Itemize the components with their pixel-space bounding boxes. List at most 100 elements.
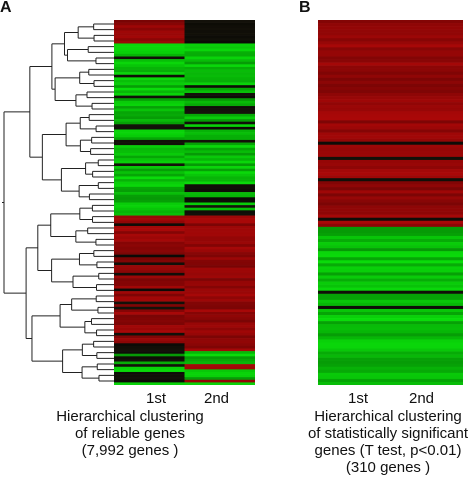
- heatmap-cell: [114, 147, 185, 151]
- heatmap-cell: [184, 210, 255, 214]
- heatmap-cell: [114, 356, 185, 360]
- heatmap-cell: [114, 212, 185, 216]
- heatmap-cell: [318, 172, 463, 176]
- heatmap-cell: [114, 87, 185, 91]
- heatmap-cell: [114, 330, 185, 334]
- heatmap-cell: [184, 306, 255, 310]
- heatmap-cell: [184, 160, 255, 164]
- heatmap-cell: [114, 335, 185, 339]
- heatmap-cell: [318, 23, 463, 27]
- heatmap-cell: [184, 371, 255, 375]
- heatmap-cell: [318, 245, 463, 249]
- heatmap-cell: [114, 215, 185, 219]
- heatmap-cell: [184, 184, 255, 188]
- heatmap-cell: [184, 330, 255, 334]
- heatmap-cell: [318, 65, 463, 69]
- heatmap-cell: [184, 325, 255, 328]
- heatmap-cell: [114, 171, 185, 175]
- heatmap-cell: [114, 121, 185, 125]
- heatmap-cell: [184, 176, 255, 180]
- caption-line: of reliable genes: [74, 425, 186, 442]
- heatmap-cell: [184, 332, 255, 336]
- heatmap-cell: [318, 312, 463, 316]
- heatmap-cell: [114, 348, 185, 352]
- heatmap-cell: [114, 275, 185, 279]
- heatmap-cell: [114, 340, 185, 344]
- heatmap-cell: [114, 327, 185, 331]
- heatmap-cell: [114, 293, 185, 297]
- heatmap-cell: [318, 339, 463, 343]
- heatmap-cell: [184, 77, 255, 81]
- heatmap-cell: [114, 304, 185, 308]
- heatmap-cell: [184, 129, 255, 133]
- heatmap-cell: [114, 236, 185, 240]
- heatmap-cell: [184, 82, 255, 86]
- heatmap-cell: [318, 308, 463, 313]
- heatmap-cell: [318, 248, 463, 252]
- heatmap-cell: [114, 353, 185, 357]
- heatmap-cell: [114, 22, 185, 26]
- heatmap-cell: [184, 121, 255, 125]
- heatmap-cell: [114, 319, 185, 323]
- column-label-2nd: 2nd: [204, 390, 230, 407]
- heatmap-cell: [114, 90, 185, 94]
- heatmap-cell: [318, 381, 463, 385]
- heatmap-cell: [184, 194, 255, 198]
- heatmap-reliable-genes: [114, 20, 255, 385]
- heatmap-cell: [184, 338, 255, 341]
- heatmap-cell: [318, 86, 463, 91]
- heatmap-cell: [114, 168, 185, 172]
- heatmap-cell: [114, 30, 185, 34]
- heatmap-cell: [114, 259, 185, 263]
- caption-line: (7,992 genes ): [81, 442, 179, 459]
- heatmap-cell: [114, 241, 185, 245]
- heatmap-cell: [184, 171, 255, 175]
- heatmap-cell: [114, 158, 185, 162]
- heatmap-cell: [184, 27, 255, 31]
- heatmap-cell: [318, 29, 463, 33]
- heatmap-cell: [184, 145, 255, 149]
- heatmap-cell: [184, 272, 255, 276]
- heatmap-cell: [114, 93, 185, 96]
- heatmap-cell: [184, 218, 255, 222]
- heatmap-cell: [318, 38, 463, 42]
- heatmap-cell: [318, 345, 463, 349]
- heatmap-cell: [114, 176, 185, 180]
- heatmap-cell: [318, 74, 463, 79]
- heatmap-cell: [184, 265, 255, 268]
- heatmap-cell: [318, 375, 463, 380]
- heatmap-cell: [184, 51, 255, 55]
- heatmap-cell: [114, 111, 185, 115]
- heatmap-cell: [184, 85, 255, 89]
- column-label-1st: 1st: [146, 390, 167, 407]
- heatmap-cell: [114, 179, 185, 182]
- heatmap-cell: [114, 142, 185, 146]
- heatmap-cell: [318, 257, 463, 261]
- heatmap-cell: [318, 315, 463, 319]
- heatmap-cell: [184, 35, 255, 39]
- heatmap-cell: [184, 244, 255, 248]
- heatmap-cell: [184, 319, 255, 323]
- heatmap-cell: [114, 374, 185, 378]
- heatmap-cell: [114, 239, 185, 242]
- heatmap-cell: [318, 187, 463, 191]
- heatmap-cell: [184, 353, 255, 357]
- heatmap-cell: [318, 254, 463, 258]
- heatmap-cell: [184, 173, 255, 177]
- heatmap-cell: [318, 99, 463, 103]
- heatmap-cell: [114, 205, 185, 209]
- heatmap-cell: [114, 358, 185, 362]
- heatmap-cell: [114, 265, 185, 268]
- cluster-dendrogram: [2, 23, 116, 382]
- heatmap-cell: [114, 116, 185, 120]
- heatmap-cell: [184, 59, 255, 63]
- heatmap-cell: [318, 278, 463, 282]
- heatmap-cell: [318, 71, 463, 76]
- heatmap-cell: [318, 330, 463, 334]
- heatmap-cell: [318, 363, 463, 368]
- heatmap-cell: [318, 211, 463, 215]
- heatmap-cell: [184, 301, 255, 305]
- heatmap-cell: [114, 291, 185, 295]
- heatmap-cell: [114, 72, 185, 76]
- heatmap-cell: [114, 181, 185, 185]
